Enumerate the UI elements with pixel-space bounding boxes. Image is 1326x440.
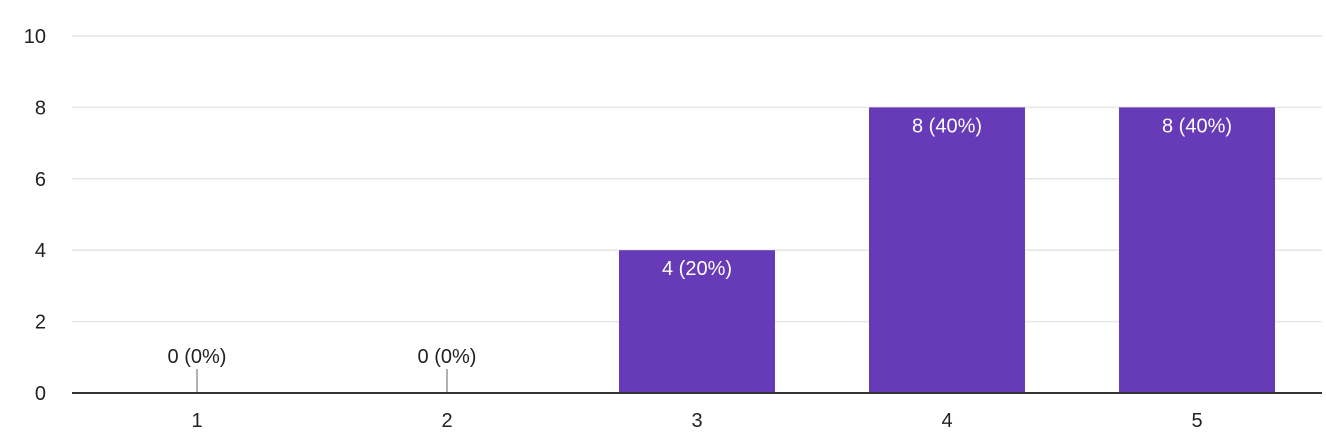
data-label: 4 (20%) bbox=[662, 258, 732, 280]
x-axis-ticks: 1 2 3 4 5 bbox=[191, 410, 1202, 432]
gridlines bbox=[72, 35, 1322, 323]
bar bbox=[619, 250, 775, 393]
data-labels: 0 (0%) 0 (0%) 4 (20%) 8 (40%) 8 (40%) bbox=[168, 115, 1232, 368]
x-tick-label: 1 bbox=[191, 410, 202, 432]
bars bbox=[196, 107, 1275, 394]
data-label: 0 (0%) bbox=[418, 346, 477, 368]
bar bbox=[869, 107, 1025, 394]
x-tick-label: 2 bbox=[441, 410, 452, 432]
y-tick-label: 0 bbox=[35, 383, 46, 405]
y-tick-label: 4 bbox=[35, 240, 46, 262]
data-label: 8 (40%) bbox=[912, 115, 982, 137]
y-tick-label: 6 bbox=[35, 169, 46, 191]
y-tick-label: 10 bbox=[24, 26, 46, 48]
bar bbox=[1119, 107, 1275, 394]
x-tick-label: 4 bbox=[941, 410, 952, 432]
data-label: 0 (0%) bbox=[168, 346, 227, 368]
x-tick-label: 5 bbox=[1191, 410, 1202, 432]
x-tick-label: 3 bbox=[691, 410, 702, 432]
y-tick-label: 8 bbox=[35, 97, 46, 119]
y-tick-label: 2 bbox=[35, 312, 46, 334]
y-axis-ticks: 0 2 4 6 8 10 bbox=[24, 26, 46, 405]
data-label: 8 (40%) bbox=[1162, 115, 1232, 137]
